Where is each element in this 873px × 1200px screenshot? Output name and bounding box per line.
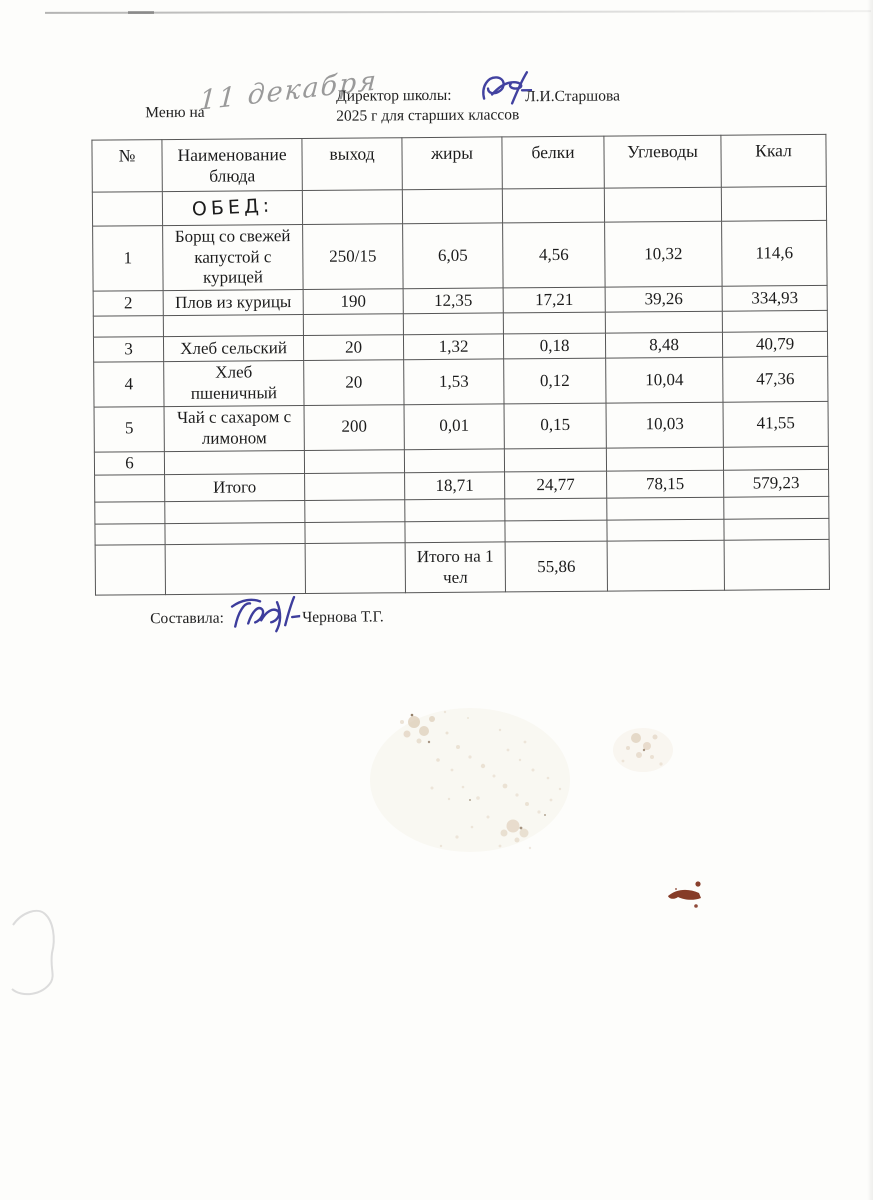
stain-dark-specks xyxy=(410,713,646,830)
director-signature xyxy=(482,71,533,105)
composer-signature xyxy=(230,595,301,633)
scanner-edge-mark xyxy=(128,11,154,14)
paper-crease xyxy=(11,909,55,996)
sauce-mark xyxy=(668,881,701,908)
page-edge-shadow xyxy=(867,0,873,1200)
stain-speckles xyxy=(400,710,663,850)
